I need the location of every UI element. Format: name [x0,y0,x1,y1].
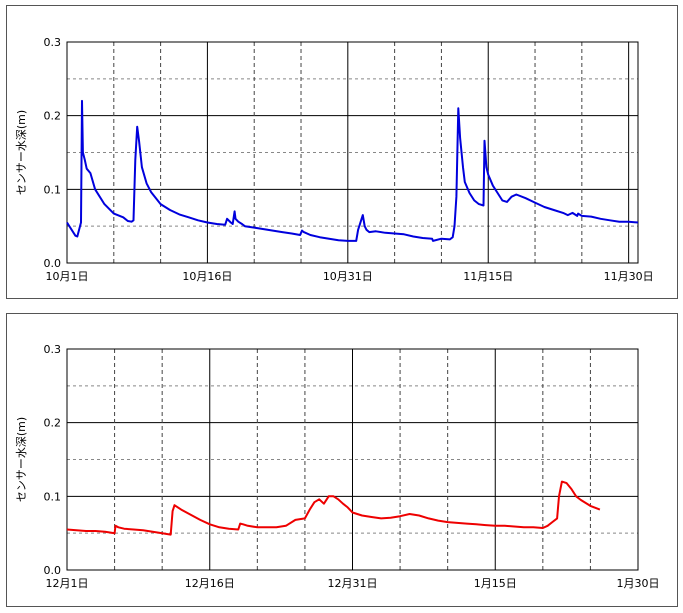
y-tick-label: 0.1 [44,183,62,196]
series-line [66,99,639,242]
x-tick-label: 12月16日 [185,577,235,590]
y-axis-label: センサー水深(m) [15,110,28,195]
x-tick-label: 11月15日 [463,270,513,283]
chart-panel-bottom: 0.0 0.1 0.2 0.3 12月1日 12月16日 12月31日 1月15日 1月30日 セ… [6,313,678,607]
series-line [66,480,601,536]
x-tick-label: 1月30日 [617,577,660,590]
x-tick-label: 1月15日 [474,577,517,590]
y-tick-label: 0.1 [44,490,62,503]
y-tick-label: 0.0 [44,564,62,577]
y-tick-label: 0.2 [44,417,62,430]
x-tick-label: 10月31日 [323,270,373,283]
plot-frame [66,348,639,571]
plot-frame [66,41,639,264]
chart-oct-nov: 0.0 0.1 0.2 0.3 10月1日 10月16日 10月31日 11月15日 11月30… [15,36,654,283]
y-tick-label: 0.0 [44,257,62,270]
x-tick-label: 10月16日 [182,270,232,283]
y-tick-label: 0.3 [44,343,62,356]
x-tick-label: 12月1日 [46,577,89,590]
y-tick-label: 0.2 [44,110,62,123]
chart-dec-jan: 0.0 0.1 0.2 0.3 12月1日 12月16日 12月31日 1月15日 1月30日 セ… [15,343,660,590]
x-tick-label: 10月1日 [46,270,89,283]
chart-panel-top: 0.0 0.1 0.2 0.3 10月1日 10月16日 10月31日 11月15日 11月30… [6,5,678,299]
x-tick-label: 12月31日 [328,577,378,590]
y-axis-label: センサー水深(m) [15,417,28,502]
y-tick-label: 0.3 [44,36,62,49]
x-tick-label: 11月30日 [604,270,654,283]
